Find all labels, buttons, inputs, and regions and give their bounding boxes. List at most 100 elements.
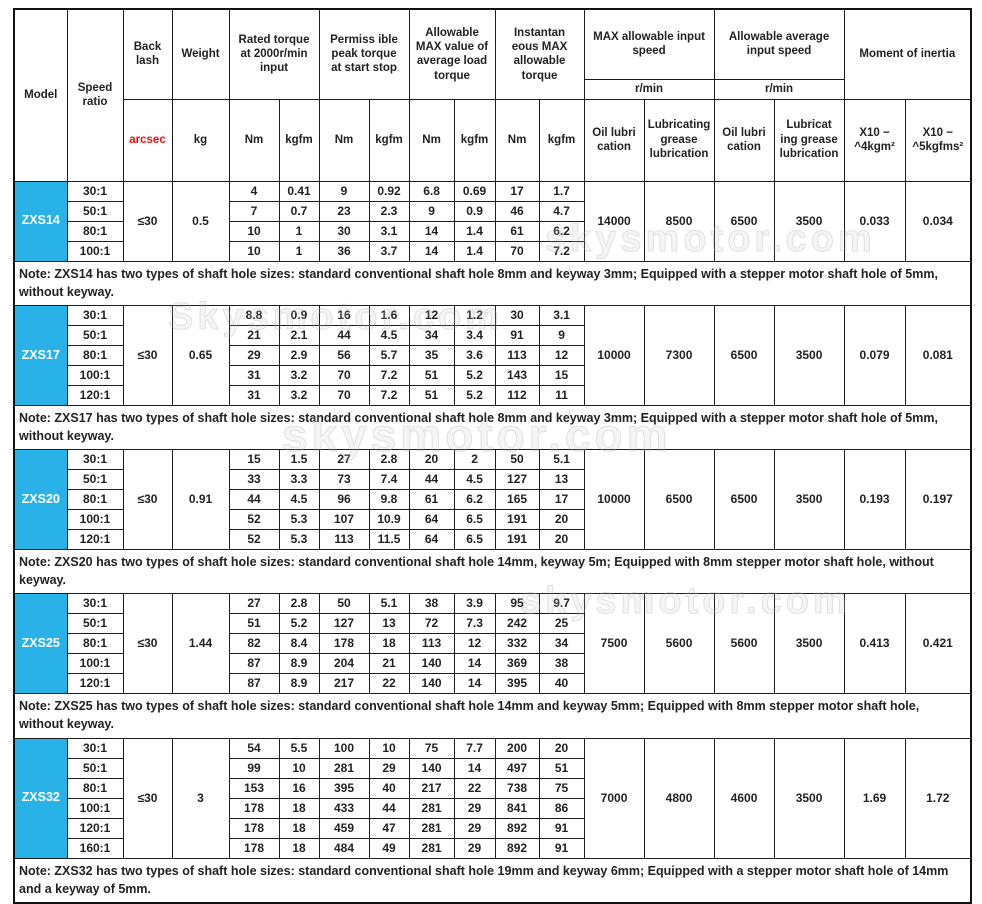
speed-ratio-cell: 50:1 bbox=[66, 324, 124, 346]
torque-value-cell: 2.8 bbox=[368, 449, 410, 470]
torque-value-cell: 36 bbox=[318, 240, 370, 262]
header-inertia-kgfms2-unit: X10 − ^5kgfms² bbox=[904, 98, 972, 182]
torque-value-cell: 3.4 bbox=[453, 324, 496, 346]
torque-value-cell: 178 bbox=[318, 633, 370, 655]
header-oil-lubrication: Oil lubri cation bbox=[713, 98, 775, 182]
merged-value-cell: 3500 bbox=[773, 449, 845, 550]
torque-value-cell: 738 bbox=[494, 777, 540, 799]
torque-value-cell: 40 bbox=[538, 673, 585, 695]
speed-ratio-cell: 80:1 bbox=[66, 220, 124, 242]
torque-value-cell: 140 bbox=[408, 757, 455, 779]
torque-value-cell: 22 bbox=[453, 777, 496, 799]
torque-value-cell: 100 bbox=[318, 737, 370, 759]
torque-value-cell: 20 bbox=[538, 529, 585, 550]
torque-value-cell: 56 bbox=[318, 344, 370, 366]
torque-value-cell: 50 bbox=[318, 593, 370, 615]
torque-value-cell: 20 bbox=[538, 509, 585, 530]
header-weight: Weight bbox=[171, 8, 230, 100]
torque-value-cell: 113 bbox=[408, 633, 455, 655]
torque-value-cell: 369 bbox=[494, 653, 540, 675]
merged-value-cell: 0.421 bbox=[904, 593, 972, 695]
torque-value-cell: 18 bbox=[278, 797, 320, 819]
torque-value-cell: 1.4 bbox=[453, 240, 496, 262]
torque-value-cell: 17 bbox=[494, 180, 540, 202]
torque-value-cell: 9.8 bbox=[368, 489, 410, 510]
torque-value-cell: 3.9 bbox=[453, 593, 496, 615]
torque-value-cell: 23 bbox=[318, 200, 370, 222]
gearbox-spec-table: Model Speed ratio Back lash Weight Rated… bbox=[13, 8, 973, 904]
torque-value-cell: 29 bbox=[368, 757, 410, 779]
merged-value-cell: 3500 bbox=[773, 737, 845, 859]
torque-value-cell: 191 bbox=[494, 529, 540, 550]
speed-ratio-cell: 50:1 bbox=[66, 757, 124, 779]
torque-value-cell: 29 bbox=[453, 797, 496, 819]
torque-value-cell: 217 bbox=[408, 777, 455, 799]
torque-value-cell: 200 bbox=[494, 737, 540, 759]
torque-value-cell: 4.5 bbox=[278, 489, 320, 510]
torque-value-cell: 7 bbox=[228, 200, 280, 222]
merged-value-cell: 7300 bbox=[643, 304, 715, 406]
merged-value-cell: 0.081 bbox=[904, 304, 972, 406]
torque-value-cell: 1.5 bbox=[278, 449, 320, 470]
torque-value-cell: 6.5 bbox=[453, 509, 496, 530]
torque-value-cell: 1.6 bbox=[368, 304, 410, 326]
merged-value-cell: 7000 bbox=[583, 737, 645, 859]
header-inertia-kgm2-unit: X10 − ^4kgm² bbox=[843, 98, 906, 182]
model-cell: ZXS25 bbox=[13, 593, 68, 695]
torque-value-cell: 281 bbox=[408, 837, 455, 859]
torque-value-cell: 70 bbox=[318, 384, 370, 406]
torque-value-cell: 217 bbox=[318, 673, 370, 695]
spec-row: 50:1 51 5.2 127 13 72 7.3 242 25 bbox=[14, 613, 971, 635]
header-oil-lubrication: Oil lubri cation bbox=[583, 98, 645, 182]
torque-value-cell: 892 bbox=[494, 817, 540, 839]
speed-ratio-cell: 100:1 bbox=[66, 364, 124, 386]
header-rated-torque: Rated torque at 2000r/min input bbox=[228, 8, 320, 100]
torque-value-cell: 75 bbox=[538, 777, 585, 799]
torque-value-cell: 25 bbox=[538, 613, 585, 635]
torque-value-cell: 0.9 bbox=[278, 304, 320, 326]
spec-row: 160:1 178 18 484 49 281 29 892 91 bbox=[14, 837, 971, 859]
weight-cell: 1.44 bbox=[171, 593, 230, 695]
merged-value-cell: 1.72 bbox=[904, 737, 972, 859]
torque-value-cell: 14 bbox=[453, 653, 496, 675]
torque-value-cell: 29 bbox=[453, 817, 496, 839]
torque-value-cell: 3.1 bbox=[538, 304, 585, 326]
torque-value-cell: 2.3 bbox=[368, 200, 410, 222]
torque-value-cell: 178 bbox=[228, 837, 280, 859]
spec-row: ZXS25 30:1 ≤30 1.44 27 2.8 50 5.1 38 3.9 95 9.7 7500… bbox=[13, 593, 972, 695]
note-row: Note: ZXS14 has two types of shaft hole … bbox=[13, 260, 972, 306]
speed-ratio-cell: 30:1 bbox=[66, 593, 124, 615]
merged-value-cell: 14000 bbox=[583, 180, 645, 262]
torque-value-cell: 0.7 bbox=[278, 200, 320, 222]
torque-value-cell: 18 bbox=[278, 817, 320, 839]
header-speed-ratio: Speed ratio bbox=[66, 8, 124, 182]
spec-row: 100:1 178 18 433 44 281 29 841 86 bbox=[14, 797, 971, 819]
model-note: Note: ZXS32 has two types of shaft hole … bbox=[13, 857, 972, 904]
torque-value-cell: 4 bbox=[228, 180, 280, 202]
header-back-lash: Back lash bbox=[122, 8, 173, 100]
model-cell: ZXS17 bbox=[13, 304, 68, 406]
torque-value-cell: 14 bbox=[408, 240, 455, 262]
note-row: Note: ZXS25 has two types of shaft hole … bbox=[13, 693, 972, 739]
torque-value-cell: 31 bbox=[228, 384, 280, 406]
torque-value-cell: 1 bbox=[278, 220, 320, 242]
torque-value-cell: 5.1 bbox=[368, 593, 410, 615]
torque-value-cell: 51 bbox=[408, 364, 455, 386]
speed-ratio-cell: 30:1 bbox=[66, 737, 124, 759]
speed-ratio-cell: 30:1 bbox=[66, 304, 124, 326]
torque-value-cell: 10.9 bbox=[368, 509, 410, 530]
torque-value-cell: 14 bbox=[408, 220, 455, 242]
header-model: Model bbox=[13, 8, 68, 182]
merged-value-cell: 3500 bbox=[773, 180, 845, 262]
torque-value-cell: 64 bbox=[408, 529, 455, 550]
torque-value-cell: 33 bbox=[228, 469, 280, 490]
speed-ratio-cell: 120:1 bbox=[66, 673, 124, 695]
merged-value-cell: 8500 bbox=[643, 180, 715, 262]
torque-value-cell: 38 bbox=[538, 653, 585, 675]
speed-ratio-cell: 160:1 bbox=[66, 837, 124, 859]
spec-row: ZXS17 30:1 ≤30 0.65 8.8 0.9 16 1.6 12 1.2 30 3.1 100… bbox=[13, 304, 972, 406]
torque-value-cell: 892 bbox=[494, 837, 540, 859]
torque-value-cell: 99 bbox=[228, 757, 280, 779]
speed-ratio-cell: 80:1 bbox=[66, 344, 124, 366]
spec-row: 50:1 7 0.7 23 2.3 9 0.9 46 4.7 bbox=[14, 200, 971, 222]
